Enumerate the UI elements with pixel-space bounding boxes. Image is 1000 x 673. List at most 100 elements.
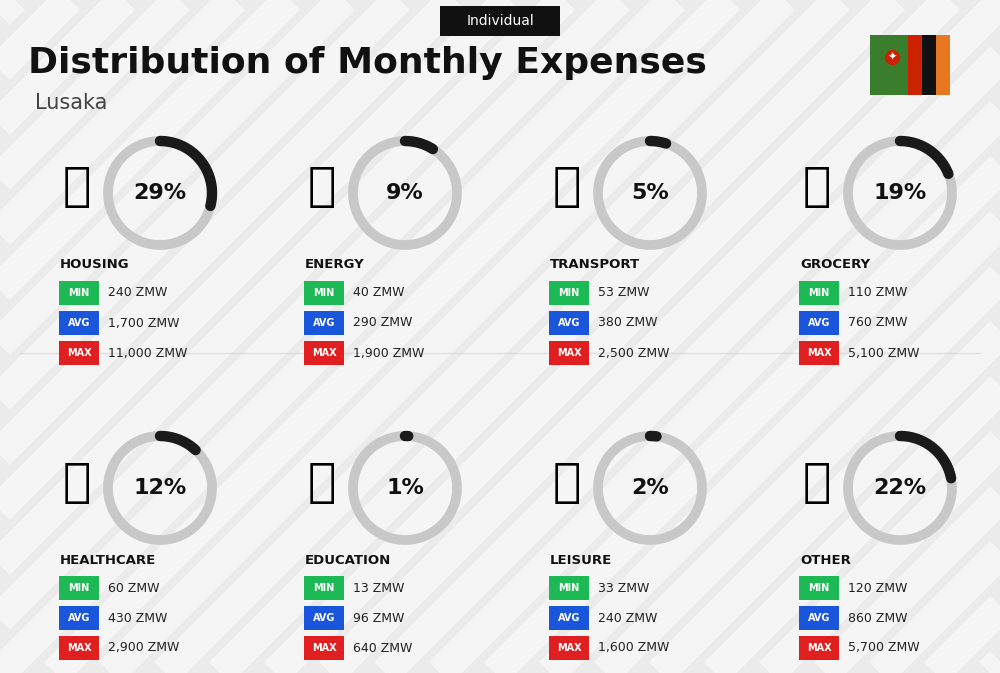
Text: MAX: MAX	[807, 643, 831, 653]
Text: MIN: MIN	[808, 583, 830, 593]
FancyBboxPatch shape	[549, 281, 589, 305]
FancyBboxPatch shape	[549, 311, 589, 335]
FancyBboxPatch shape	[549, 341, 589, 365]
Text: HEALTHCARE: HEALTHCARE	[60, 553, 156, 567]
Text: 🔌: 🔌	[308, 166, 336, 211]
Text: 1%: 1%	[386, 478, 424, 498]
Text: 110 ZMW: 110 ZMW	[848, 287, 907, 299]
Text: 2%: 2%	[631, 478, 669, 498]
FancyBboxPatch shape	[870, 35, 950, 95]
Text: OTHER: OTHER	[800, 553, 851, 567]
FancyBboxPatch shape	[799, 606, 839, 630]
Text: 2,500 ZMW: 2,500 ZMW	[598, 347, 670, 359]
Text: 12%: 12%	[133, 478, 187, 498]
FancyBboxPatch shape	[549, 576, 589, 600]
FancyBboxPatch shape	[304, 311, 344, 335]
Text: HOUSING: HOUSING	[60, 258, 130, 271]
Text: MAX: MAX	[312, 643, 336, 653]
Text: GROCERY: GROCERY	[800, 258, 870, 271]
Text: MAX: MAX	[557, 348, 581, 358]
FancyBboxPatch shape	[304, 281, 344, 305]
FancyBboxPatch shape	[922, 35, 936, 95]
Text: 🚌: 🚌	[553, 166, 581, 211]
Text: 760 ZMW: 760 ZMW	[848, 316, 908, 330]
Text: 640 ZMW: 640 ZMW	[353, 641, 412, 655]
Text: 240 ZMW: 240 ZMW	[108, 287, 167, 299]
Text: 29%: 29%	[133, 183, 187, 203]
FancyBboxPatch shape	[799, 281, 839, 305]
Text: 5,100 ZMW: 5,100 ZMW	[848, 347, 920, 359]
FancyBboxPatch shape	[304, 576, 344, 600]
FancyBboxPatch shape	[799, 636, 839, 660]
Text: 🛒: 🛒	[803, 166, 831, 211]
FancyBboxPatch shape	[549, 606, 589, 630]
Text: 33 ZMW: 33 ZMW	[598, 581, 649, 594]
FancyBboxPatch shape	[59, 311, 99, 335]
Text: AVG: AVG	[68, 318, 90, 328]
Text: 9%: 9%	[386, 183, 424, 203]
Text: 96 ZMW: 96 ZMW	[353, 612, 404, 625]
Text: MAX: MAX	[67, 643, 91, 653]
FancyBboxPatch shape	[799, 576, 839, 600]
Text: MIN: MIN	[808, 288, 830, 298]
Text: AVG: AVG	[68, 613, 90, 623]
Text: 2,900 ZMW: 2,900 ZMW	[108, 641, 179, 655]
Text: MIN: MIN	[558, 583, 580, 593]
FancyBboxPatch shape	[59, 341, 99, 365]
Text: AVG: AVG	[558, 318, 580, 328]
Text: 40 ZMW: 40 ZMW	[353, 287, 404, 299]
FancyBboxPatch shape	[304, 341, 344, 365]
Text: MAX: MAX	[312, 348, 336, 358]
FancyBboxPatch shape	[440, 6, 560, 36]
FancyBboxPatch shape	[59, 281, 99, 305]
FancyBboxPatch shape	[304, 606, 344, 630]
Text: MAX: MAX	[67, 348, 91, 358]
Text: Lusaka: Lusaka	[35, 93, 107, 113]
Text: AVG: AVG	[313, 613, 335, 623]
FancyBboxPatch shape	[549, 636, 589, 660]
Text: Distribution of Monthly Expenses: Distribution of Monthly Expenses	[28, 46, 707, 80]
Text: Individual: Individual	[466, 14, 534, 28]
Text: MAX: MAX	[557, 643, 581, 653]
Text: 1,600 ZMW: 1,600 ZMW	[598, 641, 669, 655]
FancyBboxPatch shape	[59, 576, 99, 600]
FancyBboxPatch shape	[59, 606, 99, 630]
Text: 120 ZMW: 120 ZMW	[848, 581, 907, 594]
Text: MAX: MAX	[807, 348, 831, 358]
Text: 5,700 ZMW: 5,700 ZMW	[848, 641, 920, 655]
Text: 860 ZMW: 860 ZMW	[848, 612, 908, 625]
Text: 430 ZMW: 430 ZMW	[108, 612, 167, 625]
Text: 🛍️: 🛍️	[553, 460, 581, 505]
Text: 1,700 ZMW: 1,700 ZMW	[108, 316, 180, 330]
Text: 💼: 💼	[803, 460, 831, 505]
Text: 53 ZMW: 53 ZMW	[598, 287, 650, 299]
Text: ENERGY: ENERGY	[305, 258, 365, 271]
Text: 5%: 5%	[631, 183, 669, 203]
Text: 11,000 ZMW: 11,000 ZMW	[108, 347, 187, 359]
FancyBboxPatch shape	[908, 35, 922, 95]
Text: 22%: 22%	[873, 478, 927, 498]
Text: EDUCATION: EDUCATION	[305, 553, 391, 567]
Text: ✦: ✦	[887, 52, 897, 62]
FancyBboxPatch shape	[799, 311, 839, 335]
Text: 13 ZMW: 13 ZMW	[353, 581, 404, 594]
Text: 💊: 💊	[63, 460, 91, 505]
Text: MIN: MIN	[558, 288, 580, 298]
Text: TRANSPORT: TRANSPORT	[550, 258, 640, 271]
Text: AVG: AVG	[808, 613, 830, 623]
Text: 1,900 ZMW: 1,900 ZMW	[353, 347, 424, 359]
Text: MIN: MIN	[68, 583, 90, 593]
FancyBboxPatch shape	[59, 636, 99, 660]
FancyBboxPatch shape	[799, 341, 839, 365]
FancyBboxPatch shape	[936, 35, 950, 95]
Text: MIN: MIN	[68, 288, 90, 298]
Text: 240 ZMW: 240 ZMW	[598, 612, 657, 625]
Text: 290 ZMW: 290 ZMW	[353, 316, 412, 330]
Text: MIN: MIN	[313, 288, 335, 298]
Text: 🏢: 🏢	[63, 166, 91, 211]
Text: 60 ZMW: 60 ZMW	[108, 581, 160, 594]
Text: 380 ZMW: 380 ZMW	[598, 316, 658, 330]
Text: LEISURE: LEISURE	[550, 553, 612, 567]
Text: 🎓: 🎓	[308, 460, 336, 505]
Text: AVG: AVG	[808, 318, 830, 328]
